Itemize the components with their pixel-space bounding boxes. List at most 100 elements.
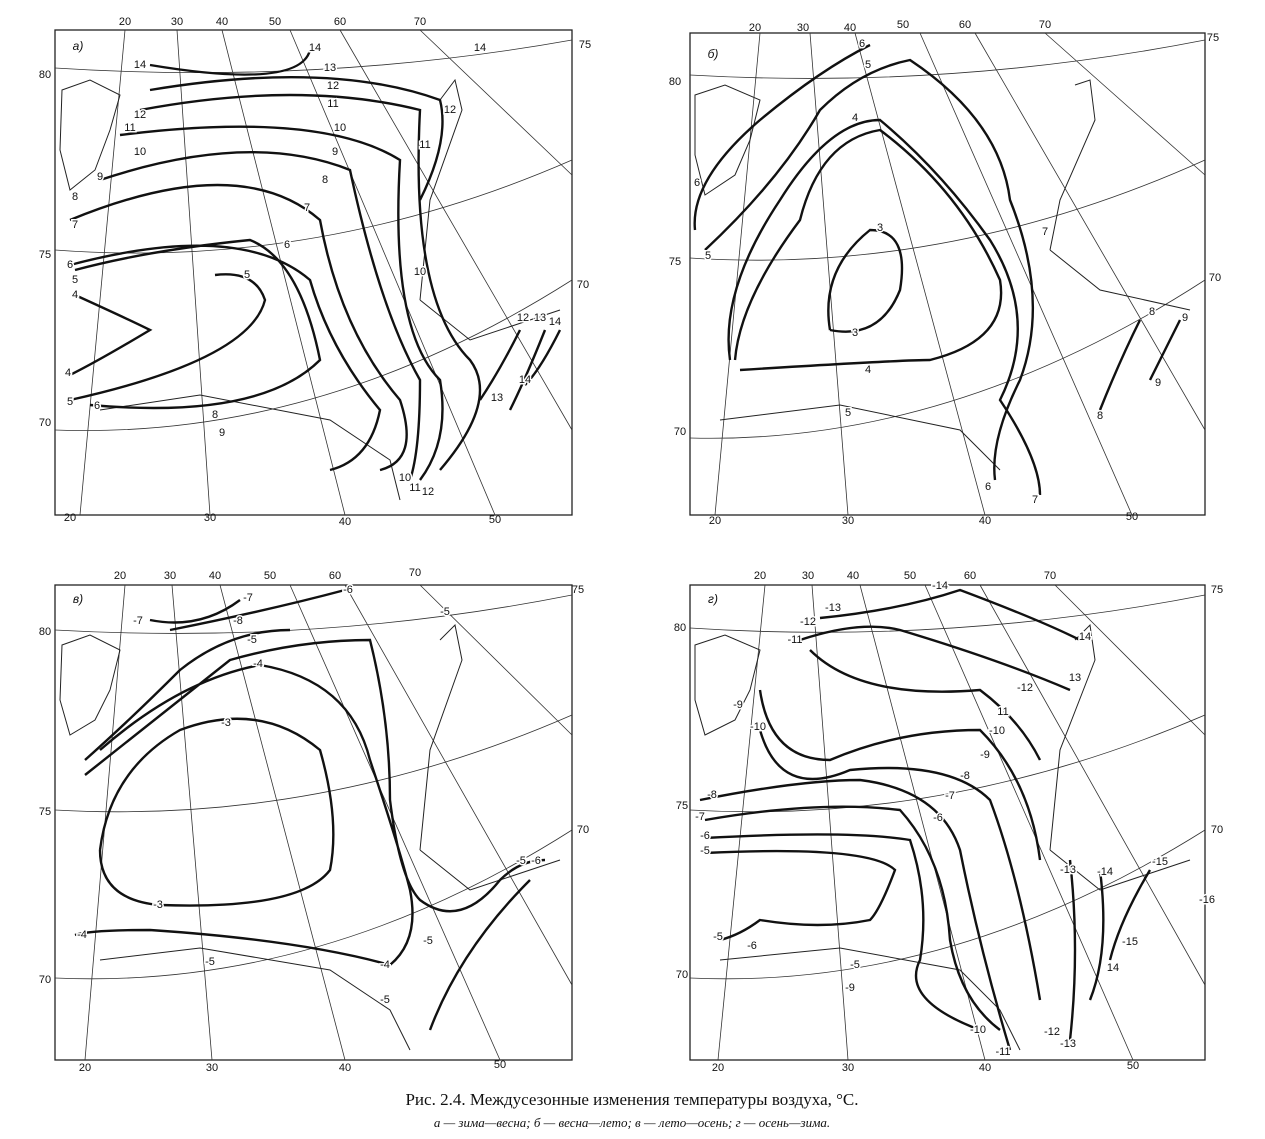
longitude-label: 40 [979, 1062, 991, 1074]
isotherm-label: -13 [1060, 864, 1076, 876]
isotherm-label: -16 [1199, 894, 1215, 906]
coastline [694, 79, 1191, 471]
isotherm-label: 4 [65, 367, 71, 379]
isotherm-label: 6 [284, 239, 290, 251]
longitude-label: 50 [269, 16, 281, 28]
isotherm-label: 9 [332, 146, 338, 158]
isotherm-label: 4 [865, 364, 871, 376]
isotherms [69, 43, 1182, 1051]
longitude-label: 75 [1207, 32, 1219, 44]
longitude-label: 20 [79, 1062, 91, 1074]
latitude-label: 70 [39, 974, 51, 986]
longitude-label: 60 [329, 570, 341, 582]
isotherm-label: -9 [733, 699, 743, 711]
caption-legend: а — зима—весна; б — весна—лето; в — лето… [434, 1115, 830, 1130]
isotherm-label: 3 [852, 327, 858, 339]
isotherm-label: 5 [244, 269, 250, 281]
isotherm-label: -5 [440, 606, 450, 618]
isotherm-label: 7 [72, 219, 78, 231]
longitude-label: 50 [264, 570, 276, 582]
grid-lines [689, 584, 1206, 1061]
isotherm-label: 11 [409, 482, 420, 494]
isotherm-label: 12 [327, 80, 339, 92]
longitude-label: 30 [204, 512, 216, 524]
isotherm [74, 588, 546, 1031]
isotherm-label: -15 [1122, 936, 1138, 948]
latitude-label: 75 [39, 249, 51, 261]
isotherm-label: 11 [124, 122, 135, 134]
panel-label: в) [73, 592, 83, 606]
isotherm-label: -14 [932, 580, 948, 592]
frame [689, 32, 1206, 516]
isotherm-label: 13 [1069, 672, 1081, 684]
panel-label: а) [73, 39, 84, 53]
isotherm-label: -5 [516, 855, 526, 867]
isotherm-label: 8 [1097, 410, 1103, 422]
latitude-label: 80 [39, 626, 51, 638]
coastline [59, 623, 561, 1051]
isotherm-label: 11 [419, 139, 430, 151]
latitude-label: 70 [577, 279, 589, 291]
isotherm-label: 14 [309, 42, 321, 54]
frame [54, 29, 573, 516]
isotherm-label: 8 [72, 191, 78, 203]
isotherm-label: -8 [960, 770, 970, 782]
isotherm-label: 11 [327, 98, 338, 110]
isotherm-label: 5 [845, 407, 851, 419]
coastline [694, 623, 1191, 1051]
isotherm-label: -12 [1017, 682, 1033, 694]
longitude-label: 40 [339, 516, 351, 528]
longitude-label: 30 [164, 570, 176, 582]
isotherm-label: 6 [694, 177, 700, 189]
grid-lines [54, 29, 573, 516]
latitude-label: 70 [577, 824, 589, 836]
coastline [59, 78, 561, 501]
isotherm-label: 5 [705, 250, 711, 262]
isotherm-label: 14 [1107, 962, 1119, 974]
isotherm-label: 6 [94, 400, 100, 412]
isotherm-label: -4 [77, 929, 87, 941]
isotherm-label: -9 [845, 982, 855, 994]
latitude-label: 75 [39, 806, 51, 818]
isotherm-label: -15 [1152, 856, 1168, 868]
longitude-label: 50 [1126, 511, 1138, 523]
isotherm-label: 13 [324, 62, 336, 74]
longitude-label: 50 [897, 19, 909, 31]
longitude-label: 50 [1127, 1060, 1139, 1072]
isotherm-label: -8 [233, 615, 243, 627]
isotherm-label: 6 [859, 38, 865, 50]
longitude-label: 70 [1039, 19, 1051, 31]
latitude-label: 70 [674, 426, 686, 438]
longitude-label: 60 [959, 19, 971, 31]
isotherm-label: 9 [1182, 312, 1188, 324]
isotherm-label: 10 [414, 266, 426, 278]
isotherm-label: -6 [933, 812, 943, 824]
latitude-label: 70 [39, 417, 51, 429]
isotherm [699, 588, 1152, 1051]
isotherm-label: -4 [253, 658, 263, 670]
longitude-label: 30 [842, 1062, 854, 1074]
isotherm-label: 12 [444, 104, 456, 116]
isotherm-label: 8 [212, 409, 218, 421]
latitude-label: 70 [1211, 824, 1223, 836]
longitude-label: 75 [579, 39, 591, 51]
isotherm-label: -12 [800, 616, 816, 628]
isotherm-label: 10 [134, 146, 146, 158]
isotherm-label: -5 [423, 935, 433, 947]
isotherm-label: 10 [399, 472, 411, 484]
isotherm-label: -5 [247, 634, 257, 646]
isotherm-label: 9 [1155, 377, 1161, 389]
longitude-label: 50 [489, 514, 501, 526]
longitude-label: 20 [754, 570, 766, 582]
isotherm-label: -13 [1060, 1038, 1076, 1050]
longitude-label: 20 [119, 16, 131, 28]
isotherm-label: -8 [707, 789, 717, 801]
isotherm-label: -6 [531, 855, 541, 867]
isotherm-label: -6 [747, 940, 757, 952]
isotherm-label: -6 [700, 830, 710, 842]
isotherm-label: 9 [219, 427, 225, 439]
isotherm-label: -11 [995, 1046, 1010, 1058]
longitude-label: 40 [847, 570, 859, 582]
isotherm-label: -13 [825, 602, 841, 614]
longitude-label: 40 [209, 570, 221, 582]
